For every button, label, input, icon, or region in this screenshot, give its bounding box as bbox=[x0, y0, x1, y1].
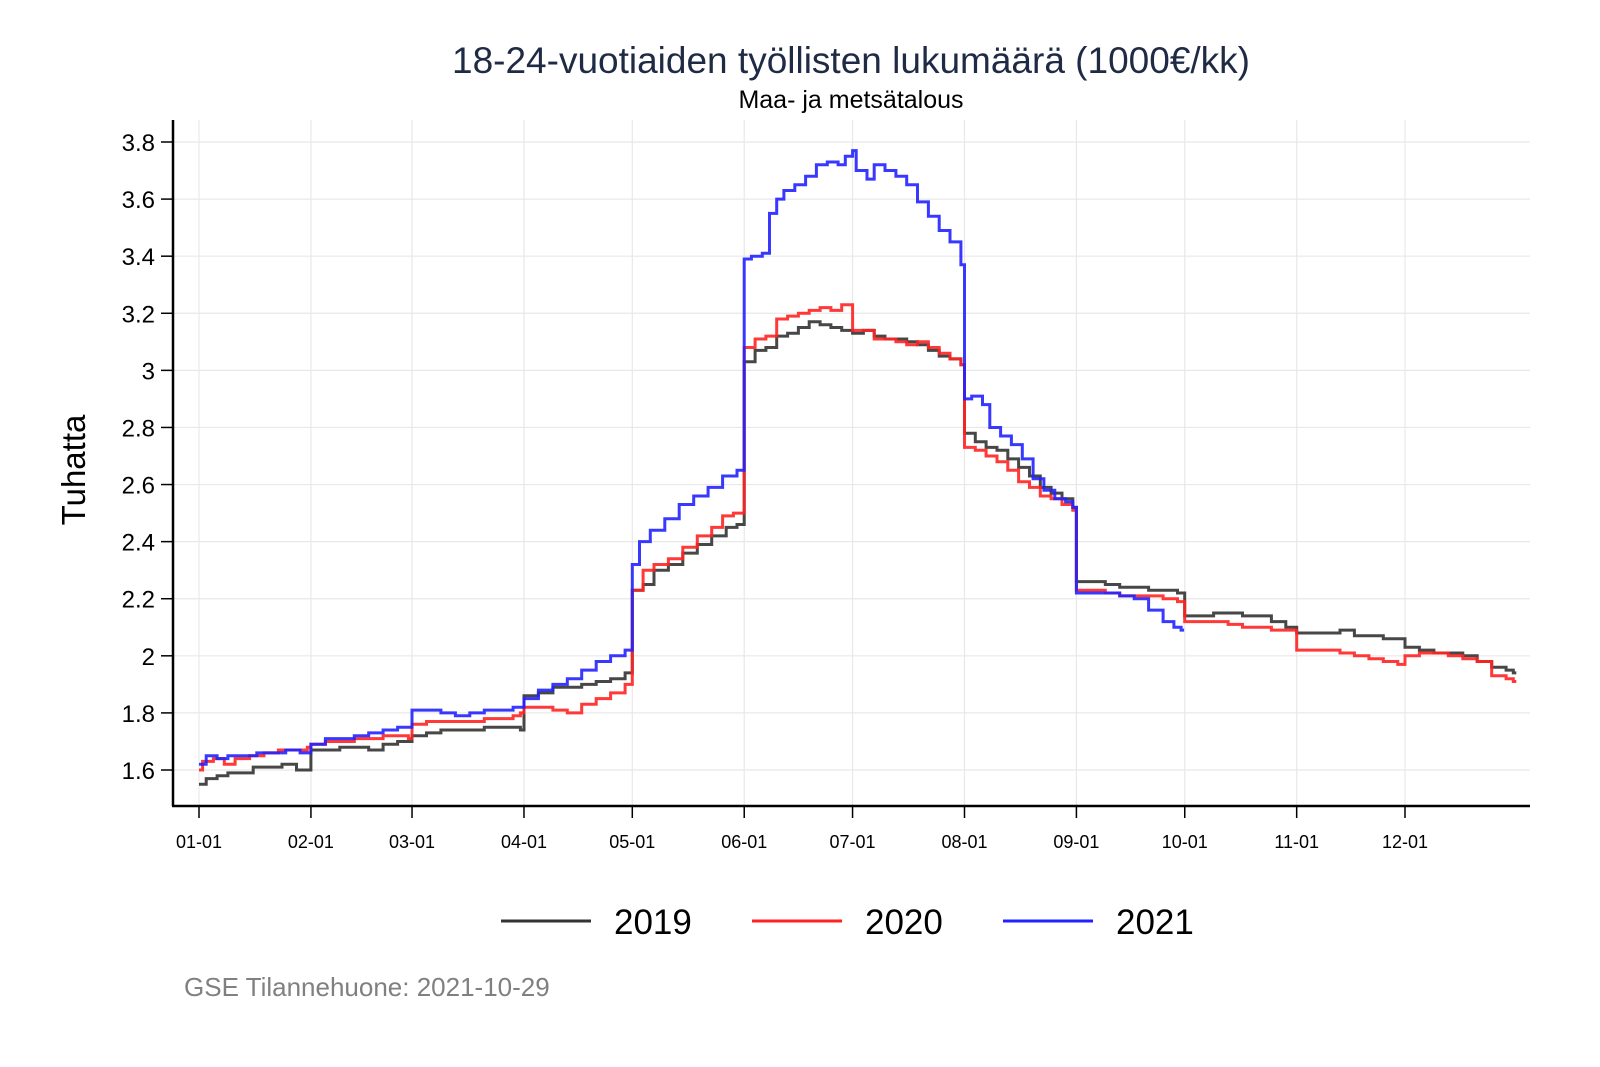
legend-label: 2020 bbox=[865, 903, 943, 942]
legend-item-2020: 2020 bbox=[752, 903, 943, 942]
x-tick-label: 12-01 bbox=[1382, 832, 1428, 852]
y-tick-label: 3 bbox=[142, 358, 155, 385]
y-tick-label: 3.8 bbox=[122, 130, 155, 157]
y-tick-label: 2.8 bbox=[122, 415, 155, 442]
chart-title: 18-24-vuotiaiden työllisten lukumäärä (1… bbox=[452, 40, 1250, 81]
x-tick-label: 06-01 bbox=[721, 832, 767, 852]
legend-item-2021: 2021 bbox=[1003, 903, 1194, 942]
x-tick-label: 02-01 bbox=[288, 832, 334, 852]
y-tick-label: 1.6 bbox=[122, 758, 155, 785]
y-tick-label: 2.2 bbox=[122, 587, 155, 614]
series-line-2020 bbox=[199, 303, 1517, 772]
y-axis-label: Tuhatta bbox=[55, 414, 92, 525]
series-line-2019 bbox=[199, 320, 1517, 786]
gridlines bbox=[173, 120, 1530, 806]
chart-subtitle: Maa- ja metsätalous bbox=[738, 86, 963, 114]
axes: 1.6 1.8 2 2.2 2.4 2.6 2.8 3 3.2 3.4 3.6 3.8 01-01 02-… bbox=[122, 120, 1530, 852]
legend-label: 2021 bbox=[1116, 903, 1194, 942]
legend-item-2019: 2019 bbox=[501, 903, 692, 942]
legend: 2019 2020 2021 bbox=[501, 903, 1194, 942]
y-tick-label: 3.2 bbox=[122, 301, 155, 328]
source-caption: GSE Tilannehuone: 2021-10-29 bbox=[184, 972, 550, 1002]
x-tick-label: 11-01 bbox=[1274, 832, 1319, 852]
x-tick-label: 09-01 bbox=[1053, 832, 1099, 852]
x-tick-label: 08-01 bbox=[941, 832, 987, 852]
x-tick-label: 01-01 bbox=[176, 832, 222, 852]
y-tick-label: 1.8 bbox=[122, 701, 155, 728]
x-tick-label: 10-01 bbox=[1162, 832, 1208, 852]
y-tick-label: 2.4 bbox=[122, 530, 155, 557]
x-tick-label: 07-01 bbox=[830, 832, 876, 852]
x-tick-label: 04-01 bbox=[501, 832, 547, 852]
x-tick-label: 03-01 bbox=[389, 832, 435, 852]
series-lines bbox=[199, 149, 1517, 786]
y-tick-label: 2 bbox=[142, 644, 155, 671]
y-tick-label: 3.4 bbox=[122, 244, 155, 271]
series-line-2021 bbox=[199, 149, 1185, 766]
x-tick-label: 05-01 bbox=[609, 832, 655, 852]
y-tick-label: 3.6 bbox=[122, 187, 155, 214]
legend-label: 2019 bbox=[614, 903, 692, 942]
y-tick-label: 2.6 bbox=[122, 473, 155, 500]
